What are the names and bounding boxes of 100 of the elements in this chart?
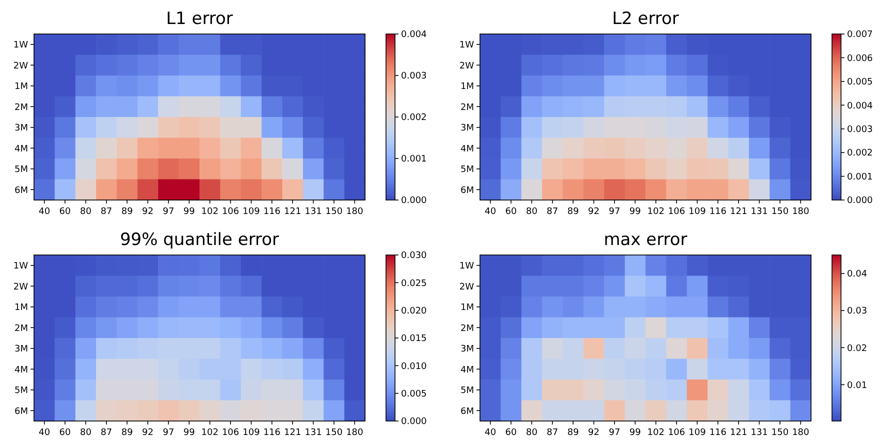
x-tick-label: 80 (526, 428, 538, 438)
x-tick-label: 131 (750, 207, 768, 217)
x-tick-label: 99 (183, 428, 196, 438)
x-tick-label: 102 (647, 207, 664, 217)
x-tick-label: 109 (242, 428, 260, 438)
x-tick-label: 116 (709, 207, 727, 217)
y-tick-label: 6M (14, 406, 28, 417)
y-tick-label: 2M (14, 324, 28, 334)
color-bar-label: 0.020 (401, 306, 428, 316)
y-tick-label: 5M (14, 165, 28, 176)
x-tick-label: 131 (304, 428, 322, 438)
x-tick-label: 180 (346, 428, 364, 438)
color-bar-label: 0.004 (847, 101, 874, 112)
x-tick-label: 121 (730, 428, 748, 438)
x-tick-label: 150 (325, 428, 343, 438)
x-tick-label: 60 (59, 207, 72, 217)
y-tick-label: 2M (460, 324, 474, 334)
x-tick-label: 109 (688, 207, 706, 217)
color-bar-label: 0.001 (401, 154, 427, 165)
x-tick-label: 92 (142, 428, 154, 438)
x-tick-label: 40 (484, 207, 496, 217)
x-tick-label: 89 (567, 207, 580, 217)
y-tick-label: 2W (13, 61, 28, 72)
color-bar-label: 0.001 (847, 172, 873, 182)
y-tick-label: 5M (460, 165, 474, 176)
color-bar-label: 0.025 (401, 278, 427, 289)
x-tick-label: 40 (38, 207, 50, 217)
color-bar-label: 0.004 (401, 30, 428, 40)
x-tick-label: 106 (222, 207, 240, 217)
x-tick-label: 102 (647, 428, 664, 438)
y-tick-label: 1M (14, 303, 28, 314)
x-tick-label: 109 (242, 207, 260, 217)
x-tick-label: 99 (629, 207, 642, 217)
x-tick-label: 87 (546, 207, 558, 217)
y-tick-label: 2W (13, 282, 28, 292)
y-tick-label: 4M (460, 365, 474, 376)
x-tick-label: 116 (709, 428, 727, 438)
x-tick-label: 102 (201, 207, 218, 217)
y-tick-label: 6M (460, 406, 474, 417)
x-tick-label: 80 (526, 207, 538, 217)
x-tick-label: 60 (505, 428, 518, 438)
y-tick-label: 2M (460, 102, 474, 113)
color-bar-label: 0.005 (401, 389, 427, 400)
x-tick-label: 99 (183, 207, 196, 217)
x-tick-label: 97 (162, 428, 174, 438)
x-tick-label: 121 (284, 207, 302, 217)
y-tick-label: 3M (460, 124, 474, 134)
color-bar-label: 0.000 (401, 417, 428, 428)
color-bar-label: 0.030 (401, 251, 428, 262)
y-tick-label: 1M (460, 82, 474, 92)
x-tick-label: 89 (121, 207, 134, 217)
x-tick-label: 80 (80, 207, 92, 217)
x-tick-label: 150 (771, 428, 789, 438)
x-tick-label: 180 (792, 428, 810, 438)
x-tick-label: 102 (201, 428, 218, 438)
x-tick-label: 180 (792, 207, 810, 217)
y-tick-label: 4M (14, 144, 28, 154)
x-tick-label: 97 (608, 428, 620, 438)
x-tick-label: 106 (668, 207, 686, 217)
color-bar-label: 0.000 (401, 196, 428, 206)
y-tick-label: 1W (459, 40, 474, 51)
x-tick-label: 89 (121, 428, 134, 438)
x-tick-label: 106 (222, 428, 240, 438)
color-bar-label: 0.002 (401, 113, 427, 124)
x-tick-label: 106 (668, 428, 686, 438)
x-tick-label: 92 (142, 207, 154, 217)
x-tick-label: 97 (162, 207, 174, 217)
x-tick-label: 60 (59, 428, 72, 438)
x-tick-label: 121 (284, 428, 302, 438)
color-bar-label: 0.002 (847, 148, 873, 159)
color-bar-label: 0.005 (847, 78, 873, 88)
y-tick-label: 1M (460, 303, 474, 314)
y-tick-label: 2W (459, 282, 474, 292)
color-bar-label: 0.007 (847, 30, 873, 40)
chart-title: 99% quantile error (120, 230, 280, 250)
color-bar-label: 0.003 (401, 72, 427, 82)
x-tick-label: 40 (484, 428, 496, 438)
y-tick-label: 2M (14, 102, 28, 113)
y-tick-label: 3M (14, 344, 28, 355)
x-tick-label: 87 (100, 207, 112, 217)
color-bar-label: 0.03 (847, 306, 868, 317)
y-tick-label: 4M (460, 144, 474, 154)
color-bar-label: 0.010 (401, 362, 428, 372)
x-tick-label: 97 (608, 207, 620, 217)
x-tick-label: 80 (80, 428, 92, 438)
x-tick-label: 99 (629, 428, 642, 438)
color-bar-label: 0.04 (847, 270, 868, 280)
x-tick-label: 150 (325, 207, 343, 217)
y-tick-label: 2W (459, 61, 474, 72)
color-bar-label: 0.000 (847, 196, 874, 206)
chart-title: L2 error (612, 9, 679, 29)
color-bar-label: 0.003 (847, 125, 873, 136)
color-bar-label: 0.01 (847, 380, 868, 391)
color-bar-label: 0.015 (401, 334, 427, 344)
x-tick-label: 92 (588, 428, 600, 438)
x-tick-label: 150 (771, 207, 789, 217)
y-tick-label: 3M (460, 344, 474, 355)
x-tick-label: 89 (567, 428, 580, 438)
y-tick-label: 3M (14, 124, 28, 134)
y-tick-label: 5M (14, 386, 28, 396)
